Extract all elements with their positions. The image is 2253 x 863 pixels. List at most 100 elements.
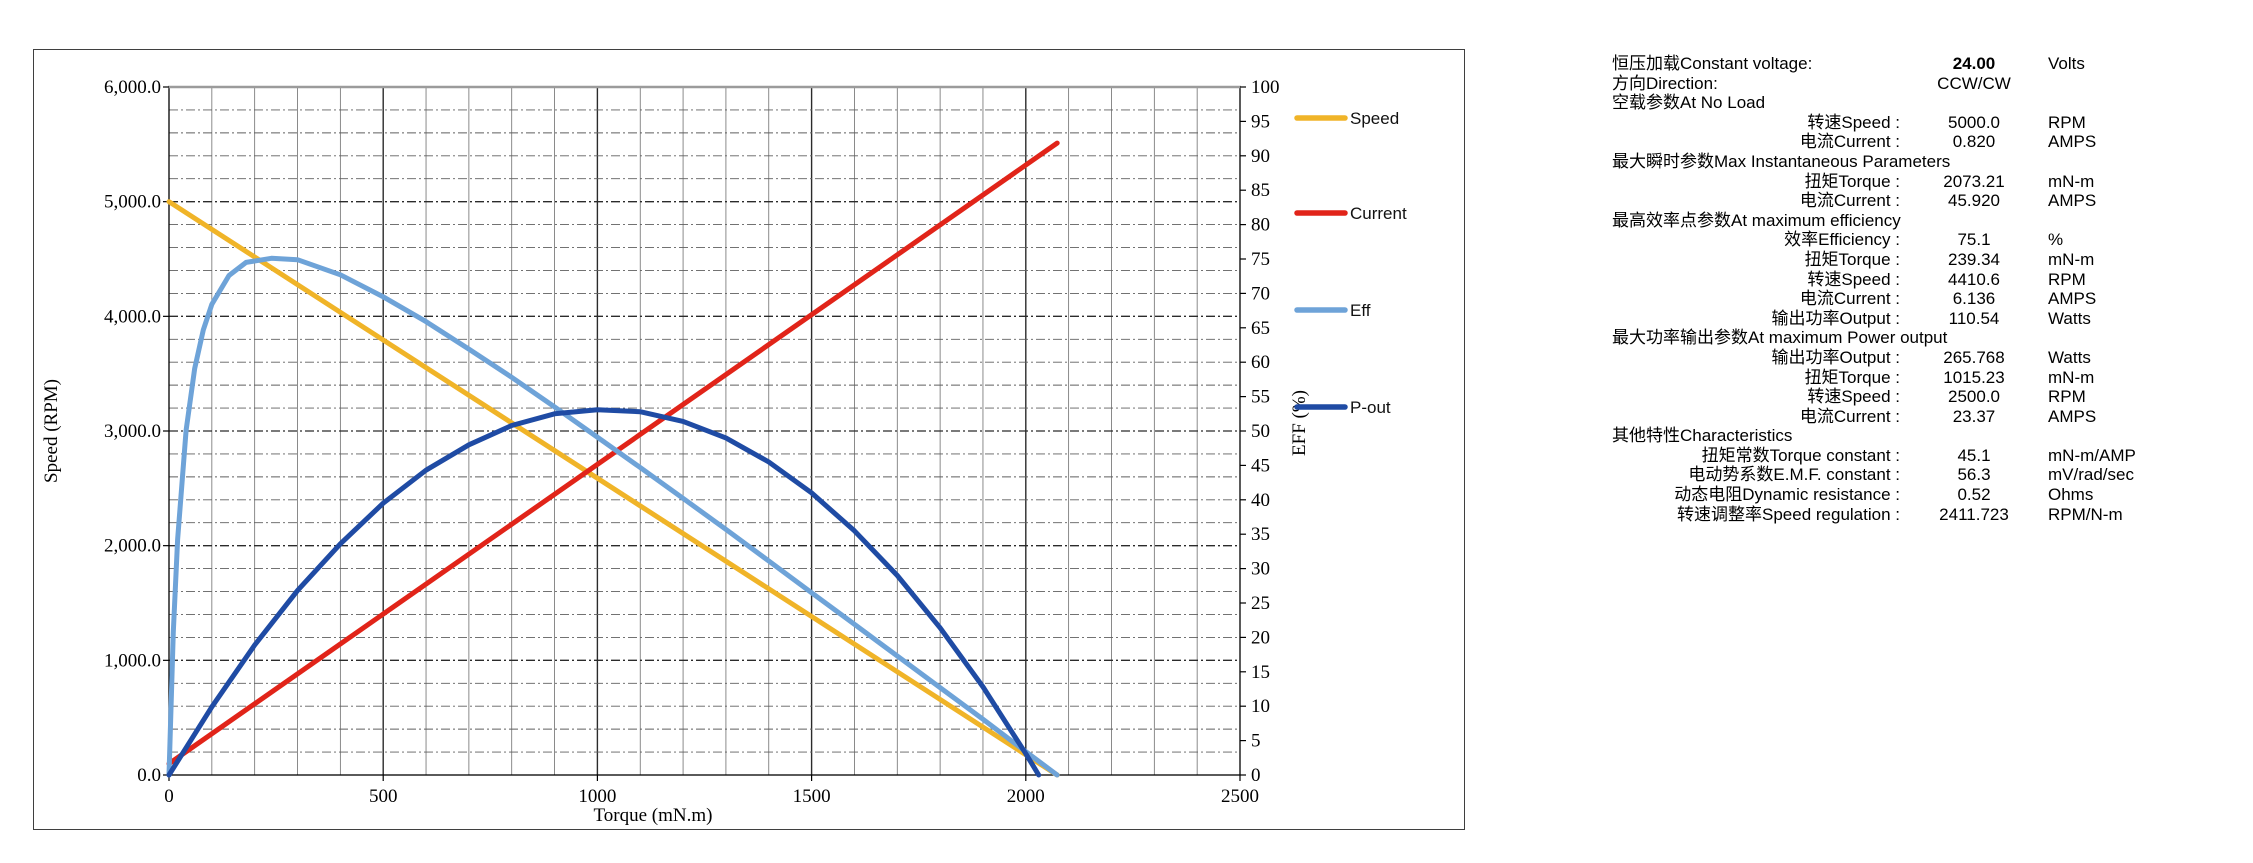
param-unit: RPM/N-m — [2048, 504, 2123, 524]
param-value: 24.00 — [1952, 54, 1996, 73]
y-left-tick-label: 4,000.0 — [104, 306, 161, 327]
param-unit: AMPS — [2048, 289, 2097, 309]
y-left-tick-label: 2,000.0 — [104, 536, 161, 557]
x-tick-label: 500 — [369, 786, 398, 807]
y-left-tick-label: 3,000.0 — [104, 421, 161, 442]
section-header: 最大瞬时参数Max Instantaneous Parameters — [1612, 151, 1951, 171]
param-row: 电流Current : 45.920 AMPS — [1612, 191, 2232, 211]
param-row: 电流Current : 23.37 AMPS — [1612, 407, 2232, 427]
x-axis-title: Torque (mN.m) — [594, 805, 713, 826]
param-row: 方向Direction: CCW/CW — [1612, 74, 2232, 94]
section-header: 最高效率点参数At maximum efficiency — [1612, 210, 1901, 230]
param-value: 1015.23 — [1943, 367, 2005, 387]
param-value: 6.136 — [1952, 289, 1996, 309]
y-right-tick-label: 20 — [1251, 627, 1270, 648]
y-right-tick-label: 95 — [1251, 111, 1270, 132]
param-value: 2073.21 — [1943, 171, 2005, 191]
y-right-tick-label: 30 — [1251, 559, 1270, 580]
param-value: 56.3 — [1957, 465, 1991, 485]
param-value: 265.768 — [1943, 347, 2005, 367]
param-unit: mN-m — [2048, 367, 2095, 387]
y-right-tick-label: 35 — [1251, 524, 1270, 545]
param-label: 输出功率Output : — [1771, 347, 1900, 367]
param-unit: AMPS — [2048, 132, 2097, 152]
param-label: 转速Speed : — [1807, 269, 1900, 289]
y-right-tick-label: 15 — [1251, 662, 1270, 683]
param-row: 扭矩Torque : 239.34 mN-m — [1612, 250, 2232, 270]
x-tick-label: 1500 — [793, 786, 831, 807]
y-left-tick-label: 0.0 — [137, 765, 161, 786]
y-right-tick-label: 25 — [1251, 593, 1270, 614]
param-value: 239.34 — [1948, 249, 2000, 269]
series-line-eff — [166, 255, 1060, 778]
param-unit: AMPS — [2048, 191, 2097, 211]
legend-label-p-out: P-out — [1350, 398, 1391, 417]
param-label: 方向Direction: — [1612, 73, 1718, 93]
section-header: 最大功率输出参数At maximum Power output — [1612, 328, 1948, 348]
y-right-tick-label: 0 — [1251, 765, 1261, 786]
section-header: 空载参数At No Load — [1612, 93, 1766, 113]
param-row: 电流Current : 0.820 AMPS — [1612, 132, 2232, 152]
chart-panel: 0 500 1000 1500 2000 2500 0.0 1,000.0 2,000.0 3,0… — [33, 49, 1465, 830]
param-label: 扭矩Torque : — [1804, 367, 1900, 387]
param-value: 2500.0 — [1948, 387, 2000, 407]
param-value: 5000.0 — [1948, 112, 2000, 132]
param-value: 110.54 — [1948, 308, 2000, 328]
y-right-tick-label: 40 — [1251, 490, 1270, 511]
x-tick-label: 1000 — [578, 786, 616, 807]
param-unit: RPM — [2048, 269, 2086, 289]
param-value: 45.920 — [1948, 191, 2000, 211]
param-unit: RPM — [2048, 112, 2086, 132]
param-unit: mN-m — [2048, 249, 2095, 269]
y-right-tick-label: 85 — [1251, 180, 1270, 201]
param-unit: % — [2048, 230, 2064, 250]
y-right-tick-label: 45 — [1251, 455, 1270, 476]
param-row: 转速Speed : 4410.6 RPM — [1612, 270, 2232, 290]
param-unit: Ohms — [2048, 485, 2094, 505]
param-label: 效率Efficiency : — [1784, 230, 1900, 250]
y-right-tick-label: 80 — [1251, 215, 1270, 236]
param-unit: mN-m/AMP — [2048, 445, 2136, 465]
legend-label-current: Current — [1350, 204, 1407, 223]
param-value: CCW/CW — [1937, 73, 2011, 93]
param-unit: Watts — [2048, 308, 2091, 328]
y-left-tick-label: 6,000.0 — [104, 77, 161, 98]
param-value: 23.37 — [1952, 406, 1996, 426]
param-label: 扭矩常数Torque constant : — [1701, 445, 1900, 465]
param-unit: AMPS — [2048, 406, 2097, 426]
param-row: 输出功率Output : 110.54 Watts — [1612, 309, 2232, 329]
param-label: 扭矩Torque : — [1804, 249, 1900, 269]
param-label: 输出功率Output : — [1771, 308, 1900, 328]
series-line-p-out — [166, 407, 1042, 778]
param-value: 75.1 — [1957, 230, 1991, 250]
param-row: 输出功率Output : 265.768 Watts — [1612, 348, 2232, 368]
x-tick-label: 2500 — [1221, 786, 1259, 807]
y-right-tick-label: 100 — [1251, 77, 1280, 98]
y-right-tick-label: 50 — [1251, 421, 1270, 442]
param-row: 电流Current : 6.136 AMPS — [1612, 289, 2232, 309]
param-row: 扭矩常数Torque constant : 45.1 mN-m/AMP — [1612, 446, 2232, 466]
param-label: 电流Current : — [1799, 191, 1900, 211]
section-header: 其他特性Characteristics — [1612, 426, 1793, 446]
y-right-tick-label: 70 — [1251, 283, 1270, 304]
param-label: 电动势系数E.M.F. constant : — [1688, 465, 1900, 485]
param-value: 2411.723 — [1939, 504, 2009, 524]
param-value: 4410.6 — [1948, 269, 2000, 289]
param-row: 效率Efficiency : 75.1% — [1612, 230, 2232, 250]
param-unit: mV/rad/sec — [2048, 465, 2134, 485]
motor-performance-chart: 0 500 1000 1500 2000 25000.01,000.02,000.03,0… — [41, 77, 1407, 826]
y-right-tick-label: 55 — [1251, 387, 1270, 408]
y-right-tick-label: 90 — [1251, 146, 1270, 167]
param-label: 扭矩Torque : — [1804, 171, 1900, 191]
param-unit: RPM — [2048, 387, 2086, 407]
y-right-axis-title: EFF (%) — [1289, 390, 1310, 456]
param-value: 0.820 — [1952, 132, 1996, 152]
param-row: 扭矩Torque : 2073.21 mN-m — [1612, 172, 2232, 192]
param-label: 动态电阻Dynamic resistance : — [1674, 485, 1900, 505]
param-label: 电流Current : — [1799, 406, 1900, 426]
param-unit: Volts — [2048, 54, 2085, 73]
param-label: 转速Speed : — [1807, 387, 1900, 407]
y-right-tick-label: 5 — [1251, 731, 1261, 752]
param-label: 恒压加载Constant voltage: — [1612, 54, 1813, 73]
